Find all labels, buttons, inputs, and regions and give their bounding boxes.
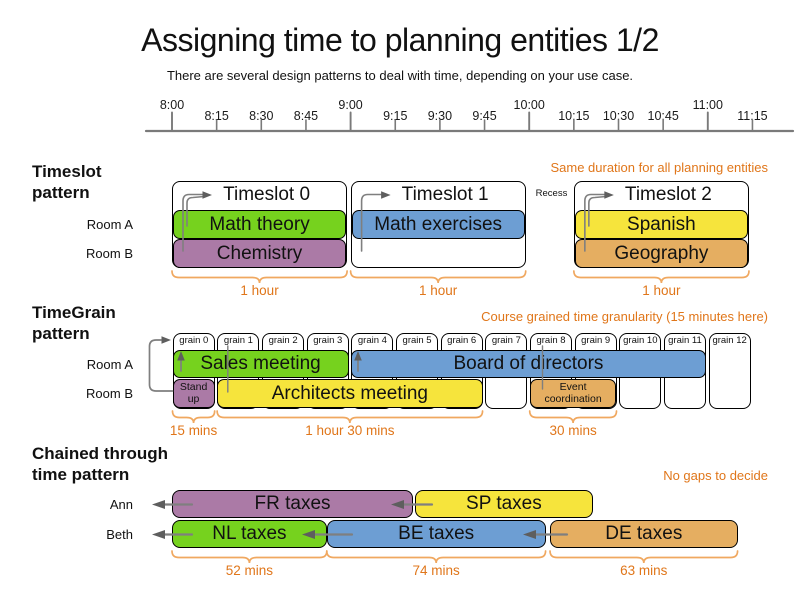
event-box-board-of-directors: Board of directors xyxy=(351,350,706,378)
timeline-tick-label: 8:30 xyxy=(249,109,274,123)
row-label-beth: Beth xyxy=(106,527,133,542)
grain-cell-label: grain 12 xyxy=(712,335,747,346)
row-label-room-b: Room B xyxy=(86,386,133,401)
grain-cell-label: grain 11 xyxy=(668,335,702,346)
row-label-ann: Ann xyxy=(109,497,133,512)
arrowhead-left-icon xyxy=(152,500,165,509)
task-box-sp-taxes: SP taxes xyxy=(414,490,594,518)
grain-cell-label: grain 6 xyxy=(447,335,477,346)
event-label-line: coordination xyxy=(544,392,602,405)
duration-label: 1 hour xyxy=(642,283,681,298)
duration-brace xyxy=(349,270,527,284)
timeline-tick-label: 9:00 xyxy=(338,98,363,112)
duration-brace xyxy=(549,550,739,564)
grain-cell-label: grain 2 xyxy=(268,335,298,346)
timeline-tick-label: 11:15 xyxy=(737,109,768,123)
recess-label: Recess xyxy=(535,188,568,199)
assignment-arrow xyxy=(148,339,174,392)
event-label-line: up xyxy=(187,392,200,405)
timeslot-label: Timeslot 0 xyxy=(223,184,311,205)
duration-brace xyxy=(528,410,618,424)
section-annotation: Same duration for all planning entities xyxy=(550,160,768,175)
timeline-tick-label: 8:00 xyxy=(159,98,185,112)
event-box-stand-up: Stand up xyxy=(172,379,215,408)
grain-cell-label: grain 1 xyxy=(223,335,253,346)
event-label-line: Event xyxy=(559,381,587,393)
row-label-room-a: Room A xyxy=(86,217,133,232)
grain-cell-label: grain 7 xyxy=(491,335,521,346)
timeline-tick-label: 8:45 xyxy=(293,109,319,123)
timeline-tick-label: 11:00 xyxy=(692,98,723,112)
timeline-tick-label: 9:30 xyxy=(427,109,453,123)
timeline-tick-label: 10:45 xyxy=(647,109,679,123)
section-heading-timegrain: TimeGrain xyxy=(32,303,116,322)
event-box-event-coordination: Event coordination xyxy=(529,379,617,408)
duration-brace xyxy=(325,550,547,564)
slide-subtitle: There are several design patterns to dea… xyxy=(166,68,634,83)
arrowhead-left-icon xyxy=(152,530,165,539)
task-box-fr-taxes: FR taxes xyxy=(172,490,414,518)
event-box-spanish: Spanish xyxy=(574,210,748,239)
section-heading-pattern: pattern xyxy=(32,324,90,343)
grain-cell-label: grain 9 xyxy=(581,335,611,346)
duration-label: 1 hour 30 mins xyxy=(305,423,395,438)
slide-title: Assigning time to planning entities 1/2 xyxy=(141,22,659,58)
event-box-sales-meeting: Sales meeting xyxy=(172,350,349,378)
grain-cell-label: grain 4 xyxy=(357,335,387,346)
grain-cell-label: grain 8 xyxy=(536,335,566,346)
duration-label: 15 mins xyxy=(169,423,218,438)
timeline-tick-label: 10:15 xyxy=(558,109,590,123)
timeline-tick-label: 8:15 xyxy=(204,109,229,123)
duration-label: 1 hour xyxy=(419,283,458,298)
event-box-architects-meeting: Architects meeting xyxy=(217,379,483,408)
event-label-line: Stand xyxy=(179,381,208,393)
duration-label: 74 mins xyxy=(412,563,460,578)
duration-label: 1 hour xyxy=(240,283,279,298)
event-box-geography: Geography xyxy=(574,239,748,268)
grain-cell xyxy=(708,333,751,409)
duration-brace xyxy=(171,550,328,564)
duration-label: 30 mins xyxy=(549,423,597,438)
event-box-chemistry: Chemistry xyxy=(173,239,347,268)
section-heading-timeslot: Timeslot xyxy=(32,162,102,181)
duration-label: 52 mins xyxy=(225,563,274,578)
duration-brace xyxy=(171,410,216,424)
section-annotation: Course grained time granularity (15 minu… xyxy=(481,309,768,324)
event-box-math-theory: Math theory xyxy=(173,210,347,239)
section-heading-time-pattern: time pattern xyxy=(32,465,130,484)
duration-brace xyxy=(216,410,484,424)
task-box-be-taxes: BE taxes xyxy=(326,520,546,548)
section-heading-pattern: pattern xyxy=(32,183,90,202)
arrowhead-right-icon xyxy=(161,336,171,344)
timeline-tick-label: 10:30 xyxy=(602,109,635,123)
grain-cell-label: grain 0 xyxy=(179,335,209,346)
grain-cell-label: grain 10 xyxy=(623,335,658,346)
timeline-tick-label: 10:00 xyxy=(513,98,545,112)
row-label-room-a: Room A xyxy=(86,357,133,372)
grain-cell-label: grain 5 xyxy=(402,335,432,346)
event-box-math-exercises: Math exercises xyxy=(351,210,525,239)
timeline-tick-label: 9:15 xyxy=(383,109,408,123)
duration-label: 63 mins xyxy=(620,563,668,578)
task-box-nl-taxes: NL taxes xyxy=(172,520,327,548)
task-box-de-taxes: DE taxes xyxy=(550,520,738,548)
timeline-tick-label: 9:45 xyxy=(472,109,497,123)
duration-brace xyxy=(171,270,348,284)
section-heading-chained-through: Chained through xyxy=(32,444,168,463)
row-label-room-b: Room B xyxy=(86,246,133,261)
section-annotation: No gaps to decide xyxy=(663,468,768,483)
timeslot-label: Timeslot 2 xyxy=(624,184,712,205)
timeslot-label: Timeslot 1 xyxy=(401,184,489,205)
grain-cell-label: grain 3 xyxy=(313,335,343,346)
duration-brace xyxy=(573,270,750,284)
